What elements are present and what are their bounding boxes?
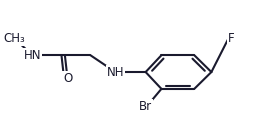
Text: CH₃: CH₃ (3, 32, 25, 45)
Text: Br: Br (139, 100, 152, 113)
Text: NH: NH (107, 66, 124, 78)
Text: F: F (228, 32, 234, 45)
Text: HN: HN (24, 49, 41, 62)
Text: O: O (63, 72, 73, 85)
